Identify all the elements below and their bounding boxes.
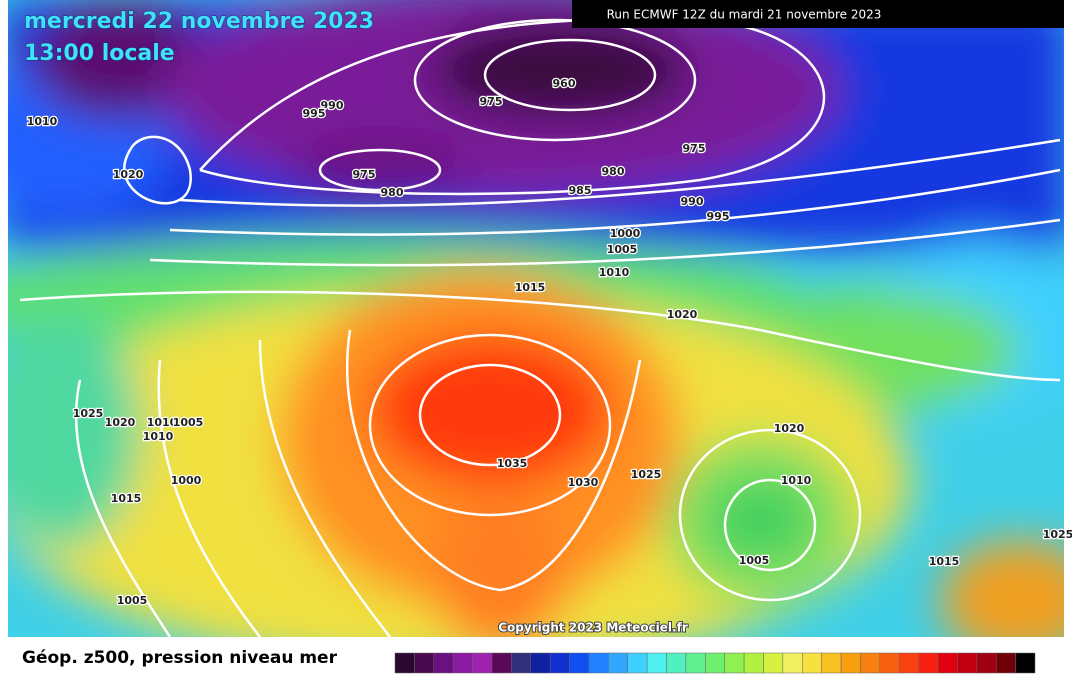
- isobar-label: 995: [707, 210, 730, 223]
- color-swatch: [937, 652, 958, 674]
- isobar-label: 1025: [631, 468, 662, 481]
- isobar-label: 1010: [599, 266, 630, 279]
- color-swatch: [511, 652, 532, 674]
- color-swatch: [802, 652, 822, 674]
- color-swatch: [530, 652, 551, 674]
- color-swatch: [491, 652, 512, 674]
- isobar-label: 1020: [113, 168, 144, 181]
- isobar-label: 1000: [610, 227, 641, 240]
- color-swatch: [452, 652, 473, 674]
- color-swatch: [433, 652, 454, 674]
- color-swatch: [627, 652, 648, 674]
- color-swatch: [549, 652, 570, 674]
- isobar-label: 1005: [117, 594, 148, 607]
- color-swatch: [995, 652, 1016, 674]
- copyright: Copyright 2023 Meteociel.fr: [498, 621, 688, 635]
- isobar-label: 990: [321, 99, 344, 112]
- time: 13:00 locale: [24, 41, 175, 66]
- legend-title: Géop. z500, pression niveau mer: [22, 648, 338, 668]
- color-swatch: [898, 652, 919, 674]
- isobar-labels: 1010102099099597596097598097598098599099…: [25, 76, 1072, 609]
- isobar-label: 980: [381, 186, 404, 199]
- isobar-label: 1010: [781, 474, 812, 487]
- color-swatch: [918, 652, 939, 674]
- isobar-label: 1005: [739, 554, 770, 567]
- isobar-label: 995: [303, 107, 326, 120]
- isobar-lines: [19, 17, 1061, 637]
- isobar-label: 1020: [774, 422, 805, 435]
- color-swatch: [394, 652, 415, 674]
- run-info: Run ECMWF 12Z du mardi 21 novembre 2023: [607, 8, 882, 22]
- color-swatch: [763, 652, 784, 674]
- run-box: [572, 0, 1064, 28]
- color-swatch: [976, 652, 997, 674]
- color-swatch: [743, 652, 764, 674]
- color-bar: [394, 652, 1036, 674]
- color-swatch: [840, 652, 861, 674]
- isobar-label: 1020: [667, 308, 698, 321]
- color-swatch: [705, 652, 725, 674]
- color-swatch: [879, 652, 900, 674]
- color-swatch: [588, 652, 609, 674]
- isobar-label: 1010: [147, 416, 178, 429]
- color-swatch: [608, 652, 628, 674]
- isobar-label: 1025: [1043, 528, 1072, 541]
- color-swatch: [685, 652, 706, 674]
- color-swatch: [472, 652, 493, 674]
- isobar-label: 1035: [497, 457, 528, 470]
- color-swatch: [646, 652, 667, 674]
- color-swatch: [414, 652, 435, 674]
- color-swatch: [860, 652, 881, 674]
- color-swatch: [821, 652, 842, 674]
- isobar-label: 985: [569, 184, 592, 197]
- isobar-label: 1000: [171, 474, 202, 487]
- isobar-label: 975: [353, 168, 376, 181]
- color-swatch: [1015, 652, 1036, 674]
- isobar-label: 1005: [173, 416, 204, 429]
- isobar-label: 1025: [73, 407, 104, 420]
- isobar-label: 1030: [568, 476, 599, 489]
- isobar-label: 1010: [143, 430, 174, 443]
- isobar-label: 975: [480, 95, 503, 108]
- isobar-label: 975: [683, 142, 706, 155]
- isobar-label: 1015: [111, 492, 142, 505]
- isobar-label: 960: [553, 77, 576, 90]
- color-swatch: [957, 652, 978, 674]
- date: mercredi 22 novembre 2023: [24, 9, 374, 34]
- isobar-label: 1015: [515, 281, 546, 294]
- isobar-label: 990: [681, 195, 704, 208]
- isobar-label: 1005: [607, 243, 638, 256]
- color-swatch: [724, 652, 745, 674]
- isobar-label: 980: [602, 165, 625, 178]
- isobar-label: 1010: [27, 115, 58, 128]
- isobar-label: 1015: [929, 555, 960, 568]
- color-swatch: [666, 652, 687, 674]
- color-swatch: [569, 652, 590, 674]
- color-swatch: [782, 652, 803, 674]
- isobar-label: 1020: [105, 416, 136, 429]
